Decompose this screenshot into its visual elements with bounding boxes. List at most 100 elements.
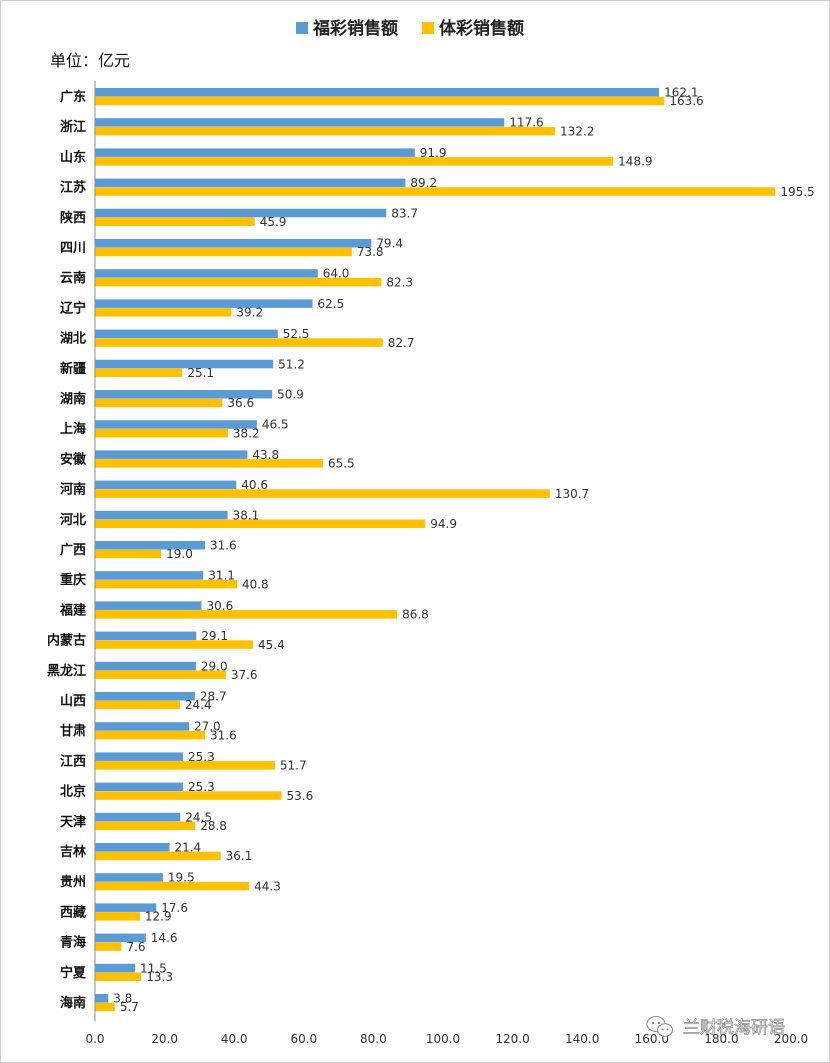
value-label-ticai: 51.7 bbox=[280, 759, 307, 773]
x-tick-label: 200.0 bbox=[774, 1032, 808, 1046]
category-label: 甘肃 bbox=[60, 723, 86, 739]
category-label: 青海 bbox=[60, 935, 86, 951]
category-label: 黑龙江 bbox=[47, 663, 86, 679]
value-label-ticai: 7.6 bbox=[126, 940, 145, 954]
category-label: 浙江 bbox=[60, 119, 86, 135]
value-label-fucai: 40.6 bbox=[241, 478, 268, 492]
bar-fucai bbox=[95, 420, 257, 429]
bar-ticai bbox=[95, 157, 614, 166]
bar-ticai bbox=[95, 942, 122, 951]
value-label-fucai: 3.8 bbox=[113, 992, 132, 1006]
legend-label-2: 体彩销售额 bbox=[439, 18, 524, 39]
bar-fucai bbox=[95, 359, 274, 369]
x-tick-label: 60.0 bbox=[290, 1032, 317, 1046]
value-label-fucai: 25.3 bbox=[188, 780, 215, 794]
category-label: 宁夏 bbox=[60, 965, 87, 981]
bar-ticai bbox=[95, 217, 255, 226]
value-label-fucai: 43.8 bbox=[252, 448, 279, 462]
value-label-fucai: 24.5 bbox=[185, 810, 212, 824]
bar-fucai bbox=[95, 208, 387, 218]
bar-fucai bbox=[95, 692, 195, 701]
value-label-ticai: 130.7 bbox=[555, 487, 589, 501]
bar-fucai bbox=[95, 541, 205, 550]
value-label-ticai: 132.2 bbox=[560, 124, 594, 138]
category-label: 辽宁 bbox=[60, 300, 86, 316]
value-label-ticai: 44.3 bbox=[254, 879, 281, 893]
bar-ticai bbox=[95, 549, 162, 559]
category-label: 重庆 bbox=[60, 572, 86, 588]
category-label: 天津 bbox=[60, 814, 86, 830]
category-label: 内蒙古 bbox=[47, 633, 86, 649]
bar-ticai bbox=[95, 821, 196, 830]
value-label-ticai: 148.9 bbox=[618, 155, 652, 169]
bar-fucai bbox=[95, 994, 109, 1003]
category-label: 山西 bbox=[60, 693, 86, 709]
value-label-fucai: 91.9 bbox=[420, 146, 447, 160]
bar-ticai bbox=[95, 489, 550, 498]
bar-fucai bbox=[95, 390, 273, 399]
value-label-fucai: 30.6 bbox=[206, 599, 233, 613]
value-label-fucai: 64.0 bbox=[323, 267, 350, 281]
x-tick-label: 140.0 bbox=[565, 1032, 599, 1046]
value-label-ticai: 12.9 bbox=[145, 910, 172, 924]
category-label: 福建 bbox=[59, 602, 86, 618]
legend-swatch-2 bbox=[422, 22, 434, 34]
category-label: 江苏 bbox=[60, 180, 86, 196]
value-label-fucai: 25.3 bbox=[188, 750, 215, 764]
value-label-ticai: 45.4 bbox=[258, 638, 285, 652]
bar-ticai bbox=[95, 308, 232, 317]
legend-label-1: 福彩销售额 bbox=[312, 18, 398, 39]
category-label: 海南 bbox=[60, 995, 86, 1011]
value-label-ticai: 28.8 bbox=[200, 819, 227, 833]
x-axis: 0.0 20.0 40.0 60.0 80.0 100.0 120.0 140.0 160.0 1… bbox=[85, 81, 808, 1046]
bar-fucai bbox=[95, 873, 163, 882]
bar-fucai bbox=[95, 571, 204, 580]
unit-label: 单位：亿元 bbox=[50, 51, 130, 70]
bar-ticai bbox=[95, 96, 665, 106]
bar-fucai bbox=[95, 661, 196, 671]
bar-ticai bbox=[95, 791, 282, 800]
bar-fucai bbox=[95, 178, 406, 188]
category-label: 新疆 bbox=[60, 361, 86, 377]
category-label: 北京 bbox=[60, 784, 86, 800]
value-label-ticai: 73.8 bbox=[357, 245, 384, 259]
x-tick-label: 80.0 bbox=[360, 1032, 387, 1046]
wechat-icon bbox=[646, 1016, 673, 1037]
bar-ticai bbox=[95, 398, 223, 408]
category-label: 安徽 bbox=[60, 451, 87, 467]
value-label-fucai: 14.6 bbox=[151, 931, 178, 945]
bar-fucai bbox=[95, 450, 248, 459]
value-label-ticai: 13.3 bbox=[146, 970, 173, 984]
value-label-fucai: 46.5 bbox=[262, 418, 289, 432]
category-label: 湖南 bbox=[60, 391, 86, 407]
bar-ticai bbox=[95, 912, 140, 921]
value-label-ticai: 82.3 bbox=[386, 275, 413, 289]
value-label-fucai: 19.5 bbox=[168, 871, 195, 885]
bar-fucai bbox=[95, 269, 318, 278]
value-label-fucai: 21.4 bbox=[174, 841, 201, 855]
legend: 福彩销售额 体彩销售额 bbox=[296, 18, 524, 39]
category-label: 河北 bbox=[60, 512, 86, 528]
value-label-fucai: 31.6 bbox=[210, 539, 237, 553]
bar-ticai bbox=[95, 338, 383, 347]
value-label-ticai: 53.6 bbox=[287, 789, 314, 803]
value-label-ticai: 163.6 bbox=[669, 94, 703, 108]
value-label-fucai: 79.4 bbox=[376, 237, 403, 251]
bar-ticai bbox=[95, 126, 556, 136]
bar-fucai bbox=[95, 239, 372, 248]
bar-ticai bbox=[95, 1002, 115, 1012]
value-label-ticai: 25.1 bbox=[187, 366, 214, 380]
value-label-ticai: 40.8 bbox=[242, 577, 269, 591]
bar-fucai bbox=[95, 903, 157, 912]
legend-swatch-1 bbox=[296, 22, 308, 34]
category-label: 湖北 bbox=[60, 332, 86, 347]
category-label: 陕西 bbox=[60, 210, 86, 226]
value-label-ticai: 24.4 bbox=[185, 698, 212, 712]
category-label: 广东 bbox=[60, 89, 86, 105]
bar-fucai bbox=[95, 933, 146, 943]
bar-fucai bbox=[95, 88, 660, 97]
x-tick-label: 20.0 bbox=[151, 1032, 178, 1046]
category-label: 河南 bbox=[60, 482, 86, 498]
